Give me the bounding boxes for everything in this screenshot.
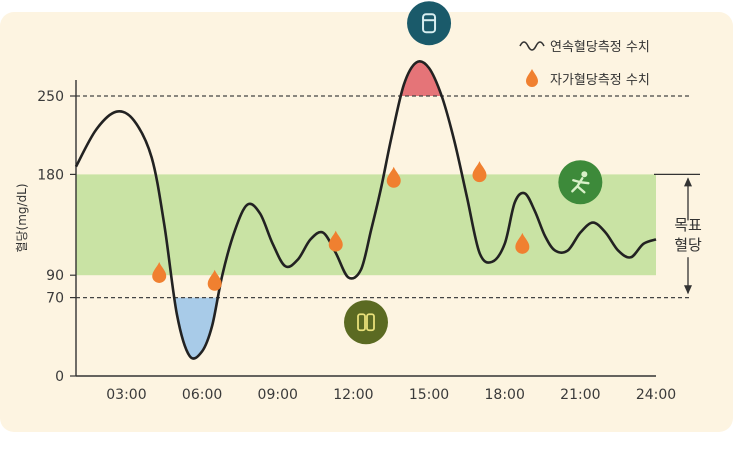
- y-tick-label-90: 90: [46, 268, 64, 284]
- exercise-icon: [558, 160, 603, 205]
- legend-item-smbg: 자가혈당측정 수치: [550, 73, 650, 88]
- food-icon: [344, 300, 388, 345]
- x-tick-label-0: 03:00: [106, 387, 146, 403]
- food-icon-circle: [344, 300, 388, 345]
- target-arrow-up: [684, 177, 692, 187]
- smbg-point-2: [328, 230, 343, 252]
- legend-item-cgm: 연속혈당측정 수치: [550, 40, 650, 55]
- target-label-line1: 목표: [674, 216, 702, 234]
- legend-drop-icon: [526, 69, 538, 87]
- smbg-point-5: [515, 232, 530, 254]
- x-tick-label-3: 12:00: [333, 387, 373, 403]
- cgm-curve: [74, 60, 657, 360]
- x-tick-label-2: 09:00: [258, 387, 298, 403]
- target-arrow-down: [684, 285, 692, 295]
- y-axis-label: 혈당(mg/dL): [15, 183, 29, 252]
- exercise-icon-glyph-head: [581, 171, 588, 178]
- x-tick-label-5: 18:00: [485, 387, 525, 403]
- insulin-pen-icon-glyph: [422, 13, 437, 34]
- x-tick-label-1: 06:00: [182, 387, 222, 403]
- food-icon-glyph-b: [366, 313, 375, 332]
- exercise-icon-glyph-body: [571, 177, 590, 194]
- y-tick-label-70: 70: [46, 291, 64, 307]
- target-label-line2: 혈당: [674, 236, 702, 254]
- x-tick-label-7: 24:00: [636, 387, 676, 403]
- smbg-point-1: [207, 269, 222, 291]
- smbg-point-3: [386, 166, 401, 188]
- y-tick-label-250: 250: [37, 89, 64, 105]
- smbg-point-0: [152, 261, 167, 283]
- smbg-point-4: [472, 161, 487, 183]
- x-tick-label-6: 21:00: [560, 387, 600, 403]
- x-tick-label-4: 15:00: [409, 387, 449, 403]
- insulin-pen-icon-circle: [407, 1, 452, 46]
- target-range-band: [76, 174, 656, 276]
- food-icon-glyph-a: [357, 313, 366, 332]
- insulin-pen-icon: [407, 1, 452, 46]
- y-tick-label-180: 180: [37, 167, 64, 183]
- y-tick-label-0: 0: [55, 369, 64, 385]
- legend-wave-icon: [519, 41, 545, 51]
